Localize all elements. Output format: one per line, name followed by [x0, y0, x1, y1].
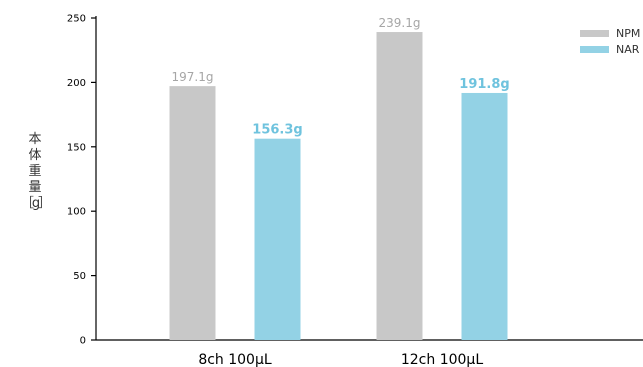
- legend-swatch-npm: [580, 30, 609, 37]
- bar-npm: [169, 86, 216, 341]
- y-axis-label-char: 体: [28, 148, 42, 163]
- y-axis-label-char: 量: [28, 180, 42, 195]
- y-tick-label: 100: [67, 207, 86, 218]
- legend-label-npm: NPM: [616, 27, 640, 40]
- bar-value-label: 197.1g: [172, 70, 214, 84]
- bar-value-label: 191.8g: [459, 77, 509, 92]
- legend: NPM NAR: [580, 27, 640, 56]
- bars: [169, 32, 508, 341]
- y-tick-label: 250: [67, 14, 86, 25]
- legend-swatch-nar: [580, 46, 609, 53]
- y-axis: 0 50 100 150 200 250: [67, 14, 97, 347]
- y-tick-label: 200: [67, 78, 86, 89]
- bar-labels: 197.1g 239.1g 156.3g 191.8g: [172, 16, 510, 138]
- x-tick-label: 12ch 100μL: [401, 352, 483, 367]
- x-axis: 8ch 100μL 12ch 100μL: [96, 339, 643, 367]
- y-axis-label-char: 重: [28, 164, 42, 179]
- y-axis-label-unit: ［g］: [20, 196, 51, 211]
- legend-label-nar: NAR: [616, 43, 640, 56]
- y-tick-label: 50: [73, 271, 86, 282]
- y-tick-label: 0: [80, 336, 86, 347]
- y-tick-label: 150: [67, 142, 86, 153]
- y-axis-label: 本体重量 ［g］: [21, 132, 51, 212]
- y-axis-label-char: 本: [28, 132, 42, 147]
- bar-nar: [254, 138, 301, 340]
- bar-value-label: 239.1g: [379, 16, 421, 30]
- bar-nar: [461, 92, 508, 340]
- x-tick-label: 8ch 100μL: [198, 352, 272, 367]
- bar-value-label: 156.3g: [252, 123, 302, 138]
- bar-npm: [376, 32, 423, 341]
